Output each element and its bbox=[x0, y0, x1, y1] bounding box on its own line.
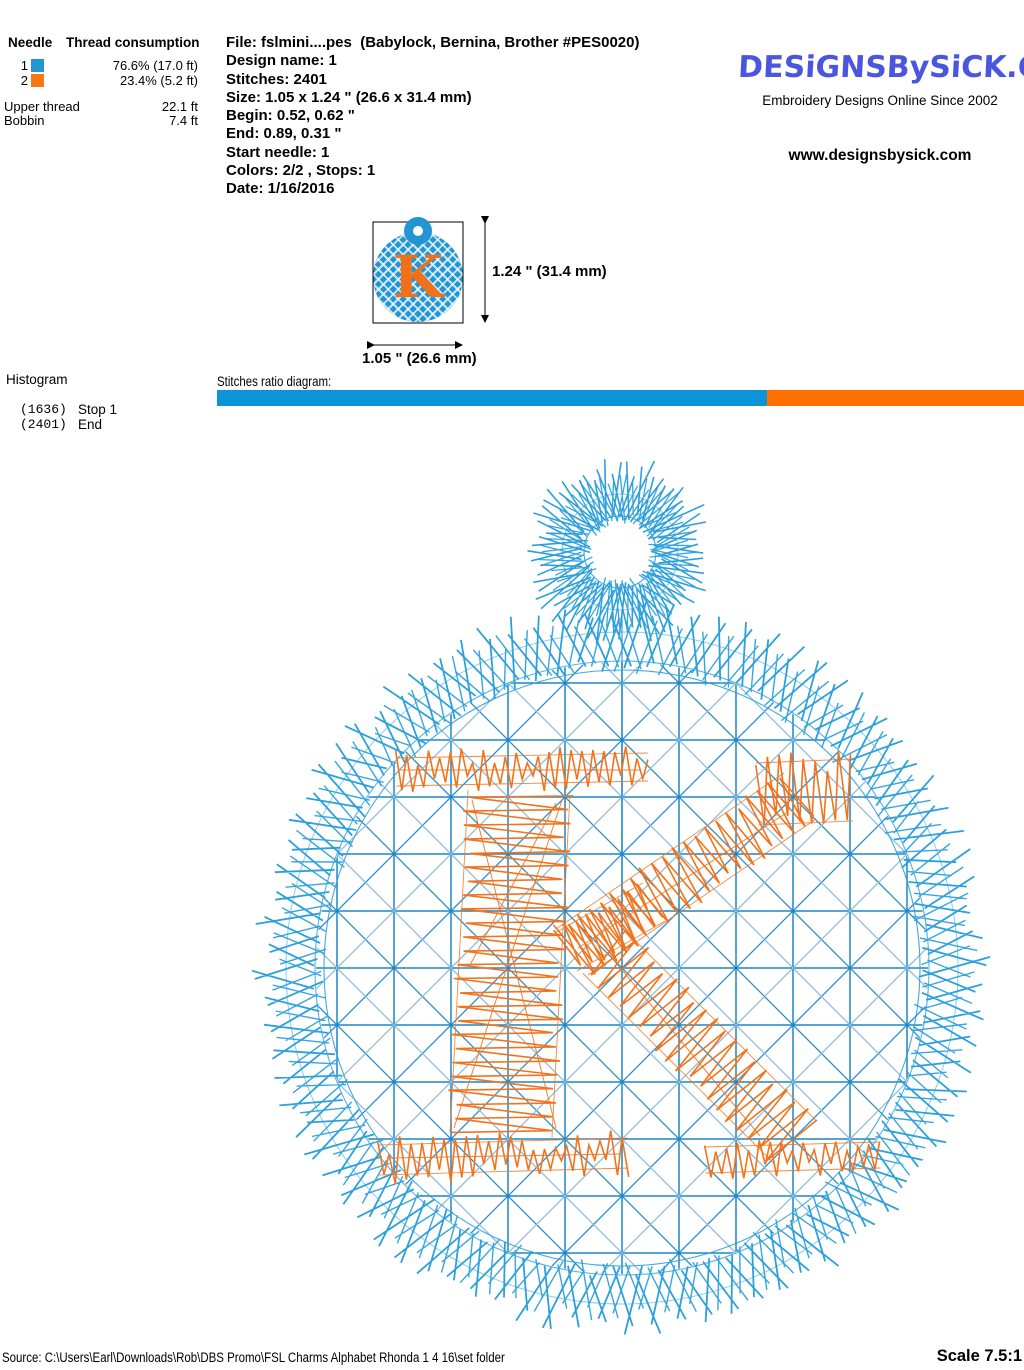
charm-thumbnail-letter: K bbox=[392, 243, 444, 311]
height-dimension-label: 1.24 " (31.4 mm) bbox=[492, 263, 607, 280]
upper-thread-label: Upper thread bbox=[4, 99, 80, 114]
needle-column-header: Needle bbox=[8, 35, 53, 50]
thread-consumption-header: Thread consumption bbox=[66, 35, 200, 50]
histogram-row-label: Stop 1 bbox=[78, 402, 118, 417]
histogram-row-label: End bbox=[78, 417, 103, 432]
hanging-ring-stitches bbox=[527, 459, 707, 645]
scale-label: Scale 7.5:1 bbox=[936, 1347, 1022, 1365]
ratio-diagram-label: Stitches ratio diagram: bbox=[217, 373, 332, 389]
size-line: Size: 1.05 x 1.24 " (26.6 x 31.4 mm) bbox=[226, 88, 472, 106]
file-name-line: File: fslmini....pes (Babylock, Bernina,… bbox=[226, 34, 640, 51]
charm-thumbnail-tab-hole bbox=[413, 226, 423, 236]
needle-2-consumption: 23.4% (5.2 ft) bbox=[119, 73, 198, 88]
begin-line: Begin: 0.52, 0.62 " bbox=[226, 107, 355, 124]
bobbin-label: Bobbin bbox=[4, 113, 45, 128]
upper-thread-value: 22.1 ft bbox=[161, 99, 198, 114]
source-path: Source: C:\Users\Earl\Downloads\Rob\DBS … bbox=[2, 1350, 505, 1365]
ratio-segment-needle-2 bbox=[767, 390, 1024, 406]
stitch-ratio-bar bbox=[217, 390, 1024, 406]
needle-number: 1 bbox=[20, 58, 28, 73]
brand-logo: DESiGNSBySiCK.CoM bbox=[737, 50, 1024, 85]
bobbin-value: 7.4 ft bbox=[169, 113, 198, 128]
start-needle-line: Start needle: 1 bbox=[226, 143, 330, 161]
histogram-title: Histogram bbox=[6, 372, 68, 387]
histogram-row-count: (2401) bbox=[20, 417, 67, 432]
site-url: www.designsbysick.com bbox=[788, 147, 972, 164]
end-line: End: 0.89, 0.31 " bbox=[226, 125, 342, 143]
width-dimension-label: 1.05 " (26.6 mm) bbox=[362, 350, 477, 367]
needle-2-color-swatch bbox=[31, 74, 44, 87]
needle-1-color-swatch bbox=[31, 59, 44, 72]
file-info-block: File: fslmini....pes (Babylock, Bernina,… bbox=[226, 34, 746, 198]
needle-number: 2 bbox=[20, 73, 28, 88]
stitches-line: Stitches: 2401 bbox=[226, 70, 327, 88]
circle-border-stitches bbox=[251, 600, 991, 1335]
letter-k-stitches bbox=[376, 746, 881, 1184]
design-name-line: Design name: 1 bbox=[226, 52, 337, 70]
colors-stops-line: Colors: 2/2 , Stops: 1 bbox=[226, 161, 376, 179]
charm-thumbnail: K bbox=[373, 232, 463, 322]
charm-lattice-overlay bbox=[373, 232, 463, 322]
ratio-segment-needle-1 bbox=[217, 390, 768, 406]
needle-1-consumption: 76.6% (17.0 ft) bbox=[112, 58, 198, 73]
histogram-row-count: (1636) bbox=[20, 402, 67, 417]
date-line: Date: 1/16/2016 bbox=[226, 180, 335, 197]
brand-tagline: Embroidery Designs Online Since 2002 bbox=[762, 93, 998, 108]
